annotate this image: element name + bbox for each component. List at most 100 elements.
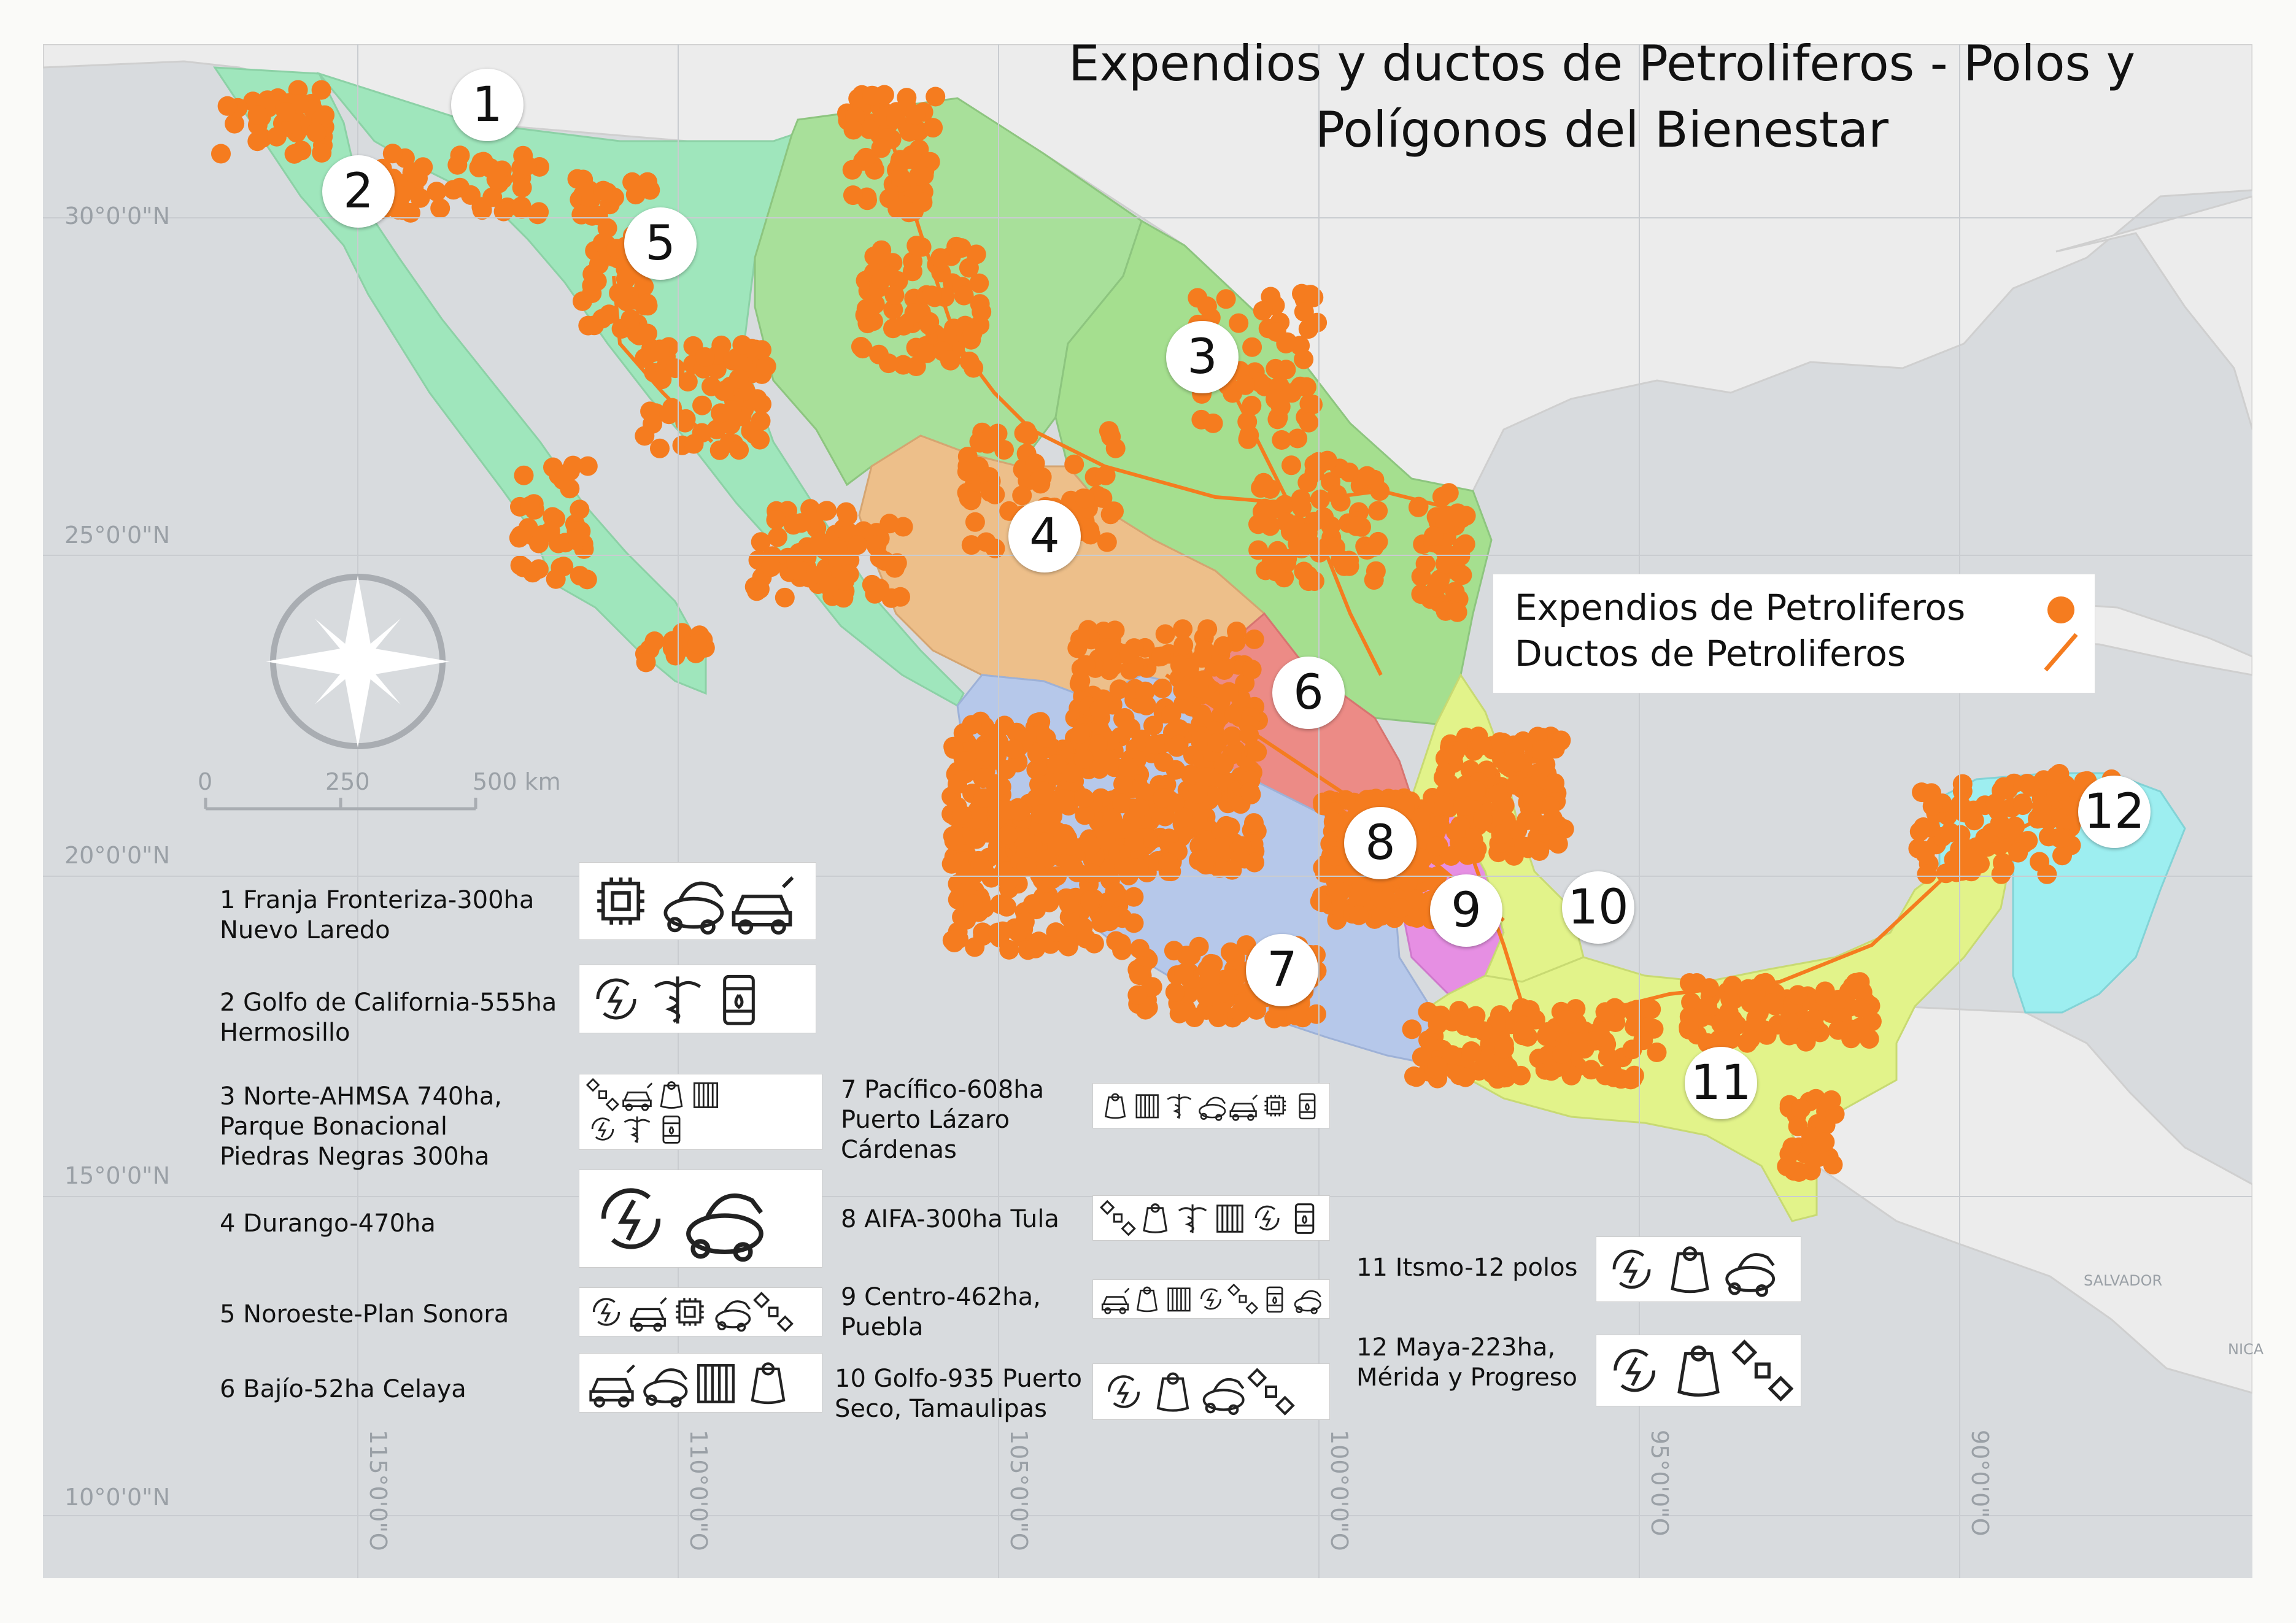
legend-dot-icon xyxy=(2047,596,2074,623)
station-dot xyxy=(957,447,978,466)
station-dot xyxy=(1189,850,1208,871)
station-dot xyxy=(1196,987,1216,1007)
station-dot xyxy=(1280,522,1301,542)
lat-label-10: 10°0'0"N xyxy=(64,1484,171,1511)
station-dot xyxy=(514,465,534,485)
station-dot xyxy=(1219,682,1239,702)
station-dot xyxy=(1556,1009,1577,1030)
station-dot xyxy=(276,102,296,122)
station-dot xyxy=(1058,936,1078,957)
station-dot xyxy=(961,490,981,511)
station-dot xyxy=(1070,629,1090,649)
station-dot xyxy=(732,335,752,355)
station-dot xyxy=(1039,892,1059,912)
station-dot xyxy=(1723,976,1742,996)
station-dot xyxy=(1952,774,1973,794)
station-dot xyxy=(827,539,848,560)
station-dot xyxy=(1782,1137,1803,1157)
legend-symbols xyxy=(2044,596,2078,672)
renewable-energy-icon xyxy=(591,1117,614,1141)
polo-11-text: 11 Itsmo-12 polos xyxy=(1356,1254,1578,1282)
station-dot xyxy=(1402,1019,1422,1039)
station-dot xyxy=(1679,973,1699,993)
station-dot xyxy=(1167,737,1187,757)
electric-car-icon xyxy=(1229,1094,1258,1121)
station-dot xyxy=(430,198,450,218)
station-dot xyxy=(1063,857,1083,877)
station-dot xyxy=(1059,894,1079,914)
caduceus-icon xyxy=(1178,1204,1207,1233)
station-dot xyxy=(962,715,982,735)
region-badge-6: 6 xyxy=(1272,657,1345,729)
station-dot xyxy=(636,652,656,673)
station-dot xyxy=(1263,499,1283,520)
station-dot xyxy=(1074,788,1094,808)
lat-label-20: 20°0'0"N xyxy=(64,842,171,869)
station-dot xyxy=(1488,784,1508,804)
station-dot xyxy=(851,337,871,357)
renewable-energy-icon xyxy=(596,978,636,1020)
vacuum-icon xyxy=(1725,1253,1776,1297)
polo-9-text: 9 Centro-462ha, Puebla xyxy=(841,1283,1041,1341)
station-dot xyxy=(311,80,331,100)
station-dot xyxy=(1277,332,1297,352)
station-dot xyxy=(964,358,984,378)
vacuum-icon xyxy=(686,1193,763,1262)
station-dot xyxy=(1037,849,1057,869)
station-dot xyxy=(1203,413,1223,433)
station-dot xyxy=(819,576,839,596)
renewable-energy-icon xyxy=(592,1298,620,1326)
station-dot xyxy=(956,751,975,771)
station-dot xyxy=(1681,992,1701,1012)
station-dot xyxy=(543,507,563,527)
vacuum-icon xyxy=(643,1368,688,1408)
lat-label-30: 30°0'0"N xyxy=(64,202,171,229)
polo-6-text: 6 Bajío-52ha Celaya xyxy=(220,1375,466,1403)
station-dot xyxy=(1109,679,1129,700)
station-dot xyxy=(1506,752,1526,772)
station-dot xyxy=(692,395,712,415)
station-dot xyxy=(1158,852,1178,873)
station-dot xyxy=(650,339,670,360)
station-dot xyxy=(1222,860,1242,880)
lon-label-115: 115°0'0"O xyxy=(365,1430,392,1551)
station-dot xyxy=(1331,492,1351,512)
station-dot xyxy=(513,557,533,577)
station-dot xyxy=(973,788,994,808)
region-badge-7: 7 xyxy=(1246,934,1318,1006)
station-dot xyxy=(750,430,770,450)
station-dot xyxy=(675,412,695,433)
station-dot xyxy=(1027,744,1047,764)
station-dot xyxy=(775,587,795,607)
station-dot xyxy=(1995,858,2015,878)
polo-6-icons xyxy=(579,1353,822,1413)
station-dot xyxy=(578,456,598,476)
legend-label-expendios: Expendios de Petroliferos xyxy=(1515,587,1966,628)
station-dot xyxy=(1679,1019,1699,1039)
station-dot xyxy=(520,496,540,516)
lon-label-110: 110°0'0"O xyxy=(685,1430,712,1551)
station-dot xyxy=(1415,553,1436,574)
station-dot xyxy=(1525,811,1545,831)
station-dot xyxy=(1266,389,1286,409)
station-dot xyxy=(1568,1032,1588,1052)
station-dot xyxy=(1075,805,1095,825)
station-dot xyxy=(1339,556,1359,576)
station-dot xyxy=(567,169,587,189)
station-dot xyxy=(1473,809,1493,830)
region-badge-2: 2 xyxy=(322,155,395,228)
station-dot xyxy=(1368,501,1388,521)
station-dot xyxy=(884,285,905,306)
station-dot xyxy=(1491,824,1511,844)
station-dot xyxy=(1059,796,1078,816)
electric-car-icon xyxy=(630,1297,667,1332)
station-dot xyxy=(959,258,979,278)
station-dot xyxy=(1369,792,1390,811)
station-dots xyxy=(211,80,2135,1182)
station-dot xyxy=(1536,755,1556,774)
station-dot xyxy=(1124,831,1145,852)
station-dot xyxy=(1073,749,1094,769)
station-dot xyxy=(659,404,679,425)
renewable-energy-icon xyxy=(1614,1349,1656,1392)
grain-sack-icon xyxy=(751,1362,786,1405)
